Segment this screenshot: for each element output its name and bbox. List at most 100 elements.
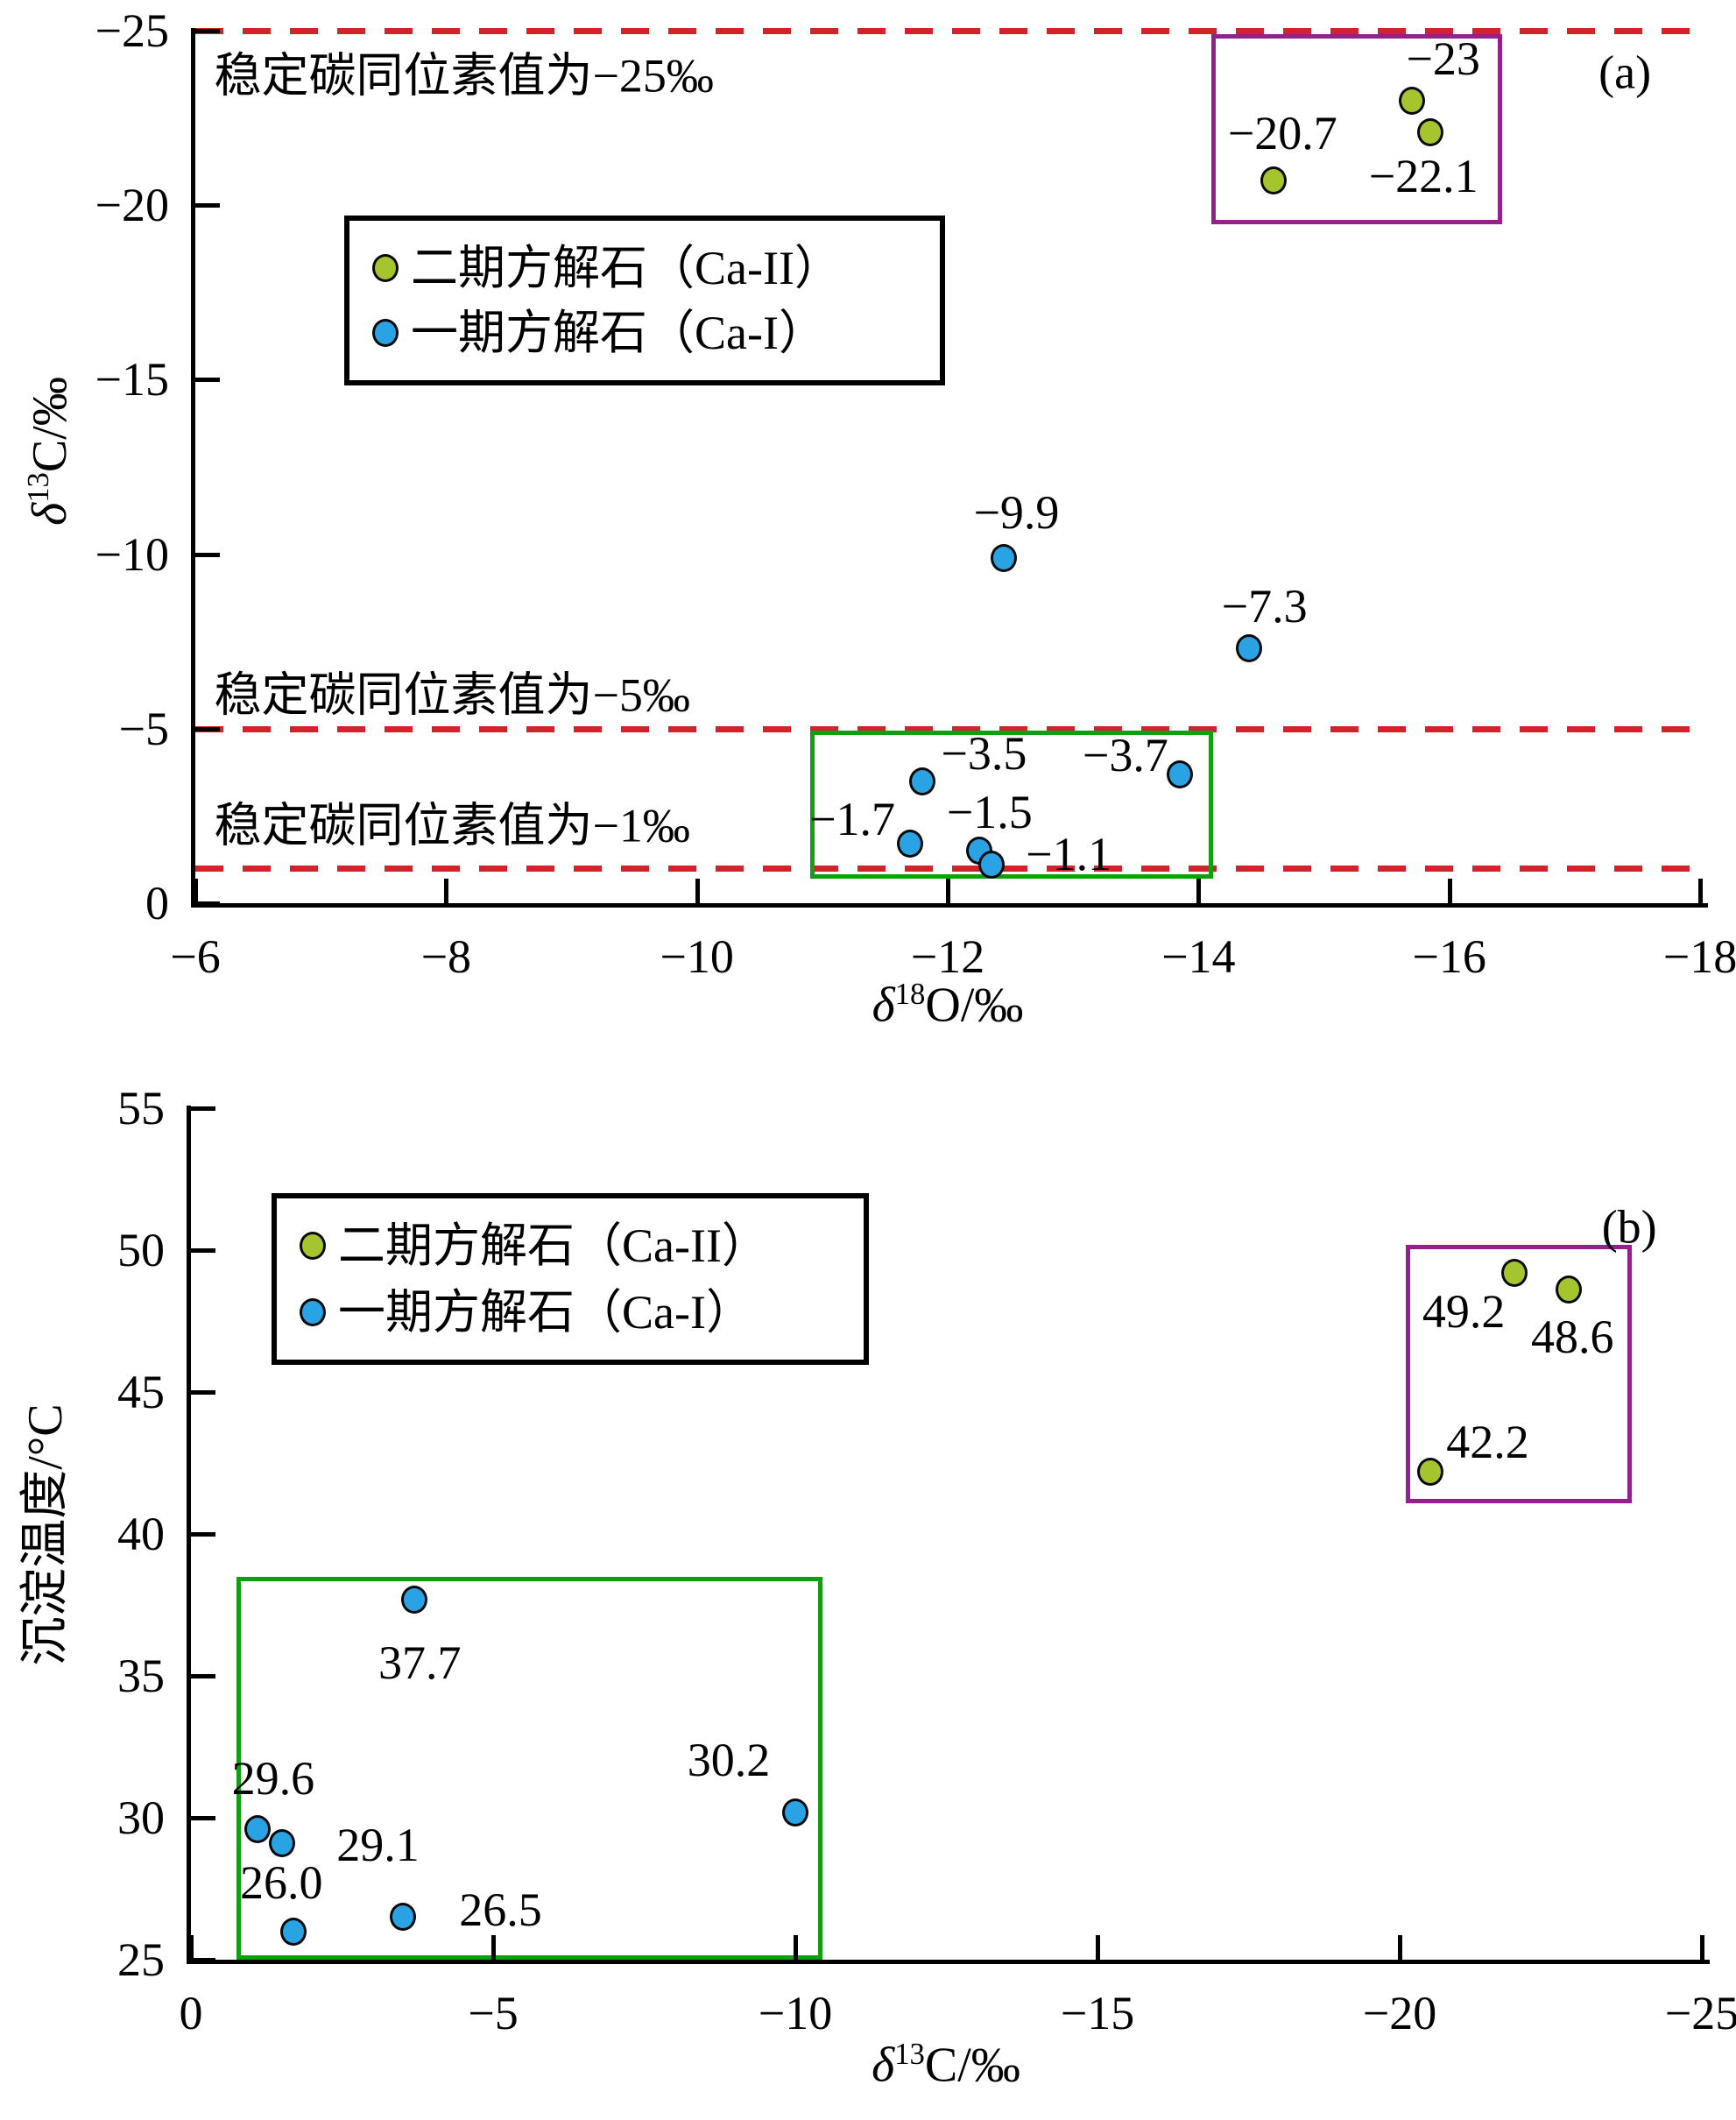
y-tick-label: 55 bbox=[117, 1082, 165, 1134]
point-ca1 bbox=[1235, 634, 1262, 663]
x-tick bbox=[1398, 1935, 1402, 1960]
y-tick-label: −5 bbox=[118, 702, 169, 755]
x-tick bbox=[1700, 1935, 1704, 1960]
x-tick-label: −20 bbox=[1362, 1987, 1437, 2039]
y-tick-label: 0 bbox=[145, 877, 169, 929]
point-ca2 bbox=[1416, 1457, 1443, 1486]
point-ca2 bbox=[1260, 166, 1288, 195]
point-label: 26.0 bbox=[240, 1855, 323, 1909]
panel-label: (a) bbox=[1598, 46, 1652, 99]
point-label: −9.9 bbox=[973, 485, 1060, 539]
ca2-marker-icon bbox=[300, 1232, 326, 1261]
reference-line-label: 稳定碳同位素值为−1‰ bbox=[214, 799, 690, 852]
x-tick bbox=[189, 1935, 194, 1960]
y-axis-line bbox=[191, 28, 195, 908]
x-tick-label: −18 bbox=[1662, 930, 1736, 983]
legend-item-label: 一期方解石（Ca-I） bbox=[338, 1285, 753, 1339]
y-tick-label: 40 bbox=[117, 1508, 165, 1560]
panel-label: (b) bbox=[1601, 1200, 1657, 1254]
point-label: −1.1 bbox=[1026, 828, 1112, 881]
legend-plot-b: 二期方解石（Ca-II） 一期方解石（Ca-I） bbox=[272, 1193, 869, 1365]
y-tick-label: 30 bbox=[117, 1791, 165, 1844]
point-label: −1.5 bbox=[946, 786, 1033, 839]
point-ca2 bbox=[1556, 1276, 1583, 1304]
point-label: −7.3 bbox=[1221, 580, 1308, 633]
y-tick bbox=[195, 726, 220, 731]
y-tick-label: −25 bbox=[95, 4, 169, 57]
point-label: 30.2 bbox=[687, 1733, 771, 1786]
x-tick-label: −14 bbox=[1161, 930, 1236, 983]
x-tick-label: −10 bbox=[758, 1987, 833, 2039]
x-tick-label: −8 bbox=[420, 930, 472, 983]
ca1-marker-icon bbox=[372, 319, 399, 348]
y-tick bbox=[195, 901, 220, 906]
delta-symbol: δ bbox=[872, 978, 895, 1033]
legend-item-label: 一期方解石（Ca-I） bbox=[411, 307, 826, 360]
y-tick bbox=[195, 29, 220, 33]
y-tick bbox=[191, 1248, 215, 1253]
axis-unit: O/‰ bbox=[925, 978, 1024, 1033]
reference-line-label: 稳定碳同位素值为−25‰ bbox=[214, 49, 714, 102]
x-tick-label: −10 bbox=[660, 930, 734, 983]
point-ca1 bbox=[401, 1585, 428, 1614]
y-tick bbox=[191, 1390, 215, 1395]
point-label: 29.6 bbox=[231, 1751, 315, 1805]
delta-symbol: δ bbox=[872, 2038, 895, 2093]
group-box bbox=[1405, 1244, 1633, 1503]
point-ca1 bbox=[280, 1917, 307, 1946]
ca2-marker-icon bbox=[372, 253, 399, 282]
point-label: −22.1 bbox=[1368, 149, 1478, 202]
point-ca2 bbox=[1417, 117, 1444, 146]
x-tick-label: −25 bbox=[1664, 1987, 1736, 2039]
ca1-marker-icon bbox=[300, 1297, 326, 1326]
reference-line bbox=[195, 28, 1700, 34]
point-label: −3.5 bbox=[941, 726, 1027, 780]
point-label: 37.7 bbox=[378, 1636, 462, 1689]
point-ca1 bbox=[909, 767, 936, 795]
group-box bbox=[1210, 33, 1502, 225]
x-tick bbox=[794, 1935, 798, 1960]
x-tick bbox=[1698, 879, 1703, 903]
x-tick bbox=[695, 879, 700, 903]
x-axis-title-b: δ13C/‰ bbox=[872, 2039, 1020, 2090]
y-tick bbox=[191, 1674, 215, 1678]
point-label: 42.2 bbox=[1446, 1415, 1529, 1468]
legend-item-ca1: 一期方解石（Ca-I） bbox=[372, 309, 931, 357]
isotope-superscript: 13 bbox=[21, 472, 56, 503]
y-tick-label: 50 bbox=[117, 1224, 165, 1276]
x-axis-title-a: δ18O/‰ bbox=[872, 979, 1024, 1030]
y-tick bbox=[195, 378, 220, 383]
x-tick-label: −15 bbox=[1060, 1987, 1135, 2039]
x-tick-label: −6 bbox=[170, 930, 221, 983]
delta-symbol: δ bbox=[22, 502, 77, 526]
x-tick bbox=[1096, 1935, 1100, 1960]
group-box bbox=[236, 1576, 822, 1961]
x-axis-line bbox=[187, 1960, 1710, 1964]
axis-unit: C/‰ bbox=[924, 2038, 1020, 2093]
y-tick-label: −20 bbox=[95, 179, 169, 232]
y-tick-label: −15 bbox=[95, 353, 169, 406]
point-label: 29.1 bbox=[336, 1819, 420, 1872]
y-axis-line bbox=[187, 1106, 191, 1964]
y-tick bbox=[191, 1106, 215, 1111]
legend-item-ca1: 一期方解石（Ca-I） bbox=[300, 1289, 855, 1336]
x-tick bbox=[1447, 879, 1452, 903]
y-tick-label: 45 bbox=[117, 1366, 165, 1418]
x-tick bbox=[1196, 879, 1202, 903]
y-tick-label: 35 bbox=[117, 1650, 165, 1702]
x-tick bbox=[444, 879, 449, 903]
reference-line bbox=[195, 866, 1700, 873]
x-tick-label: −12 bbox=[910, 930, 985, 983]
y-tick-label: −10 bbox=[95, 527, 169, 581]
y-tick bbox=[191, 1958, 215, 1962]
legend-item-ca2: 二期方解石（Ca-II） bbox=[300, 1222, 855, 1269]
point-ca1 bbox=[243, 1814, 271, 1843]
legend-item-ca2: 二期方解石（Ca-II） bbox=[372, 244, 931, 292]
x-axis-line bbox=[191, 903, 1708, 908]
point-label: −3.7 bbox=[1082, 728, 1168, 781]
point-ca2 bbox=[1398, 86, 1425, 115]
point-ca1 bbox=[978, 851, 1006, 880]
point-ca2 bbox=[1501, 1258, 1528, 1287]
x-tick-label: 0 bbox=[179, 1987, 203, 2039]
legend-item-label: 二期方解石（Ca-II） bbox=[338, 1219, 769, 1273]
